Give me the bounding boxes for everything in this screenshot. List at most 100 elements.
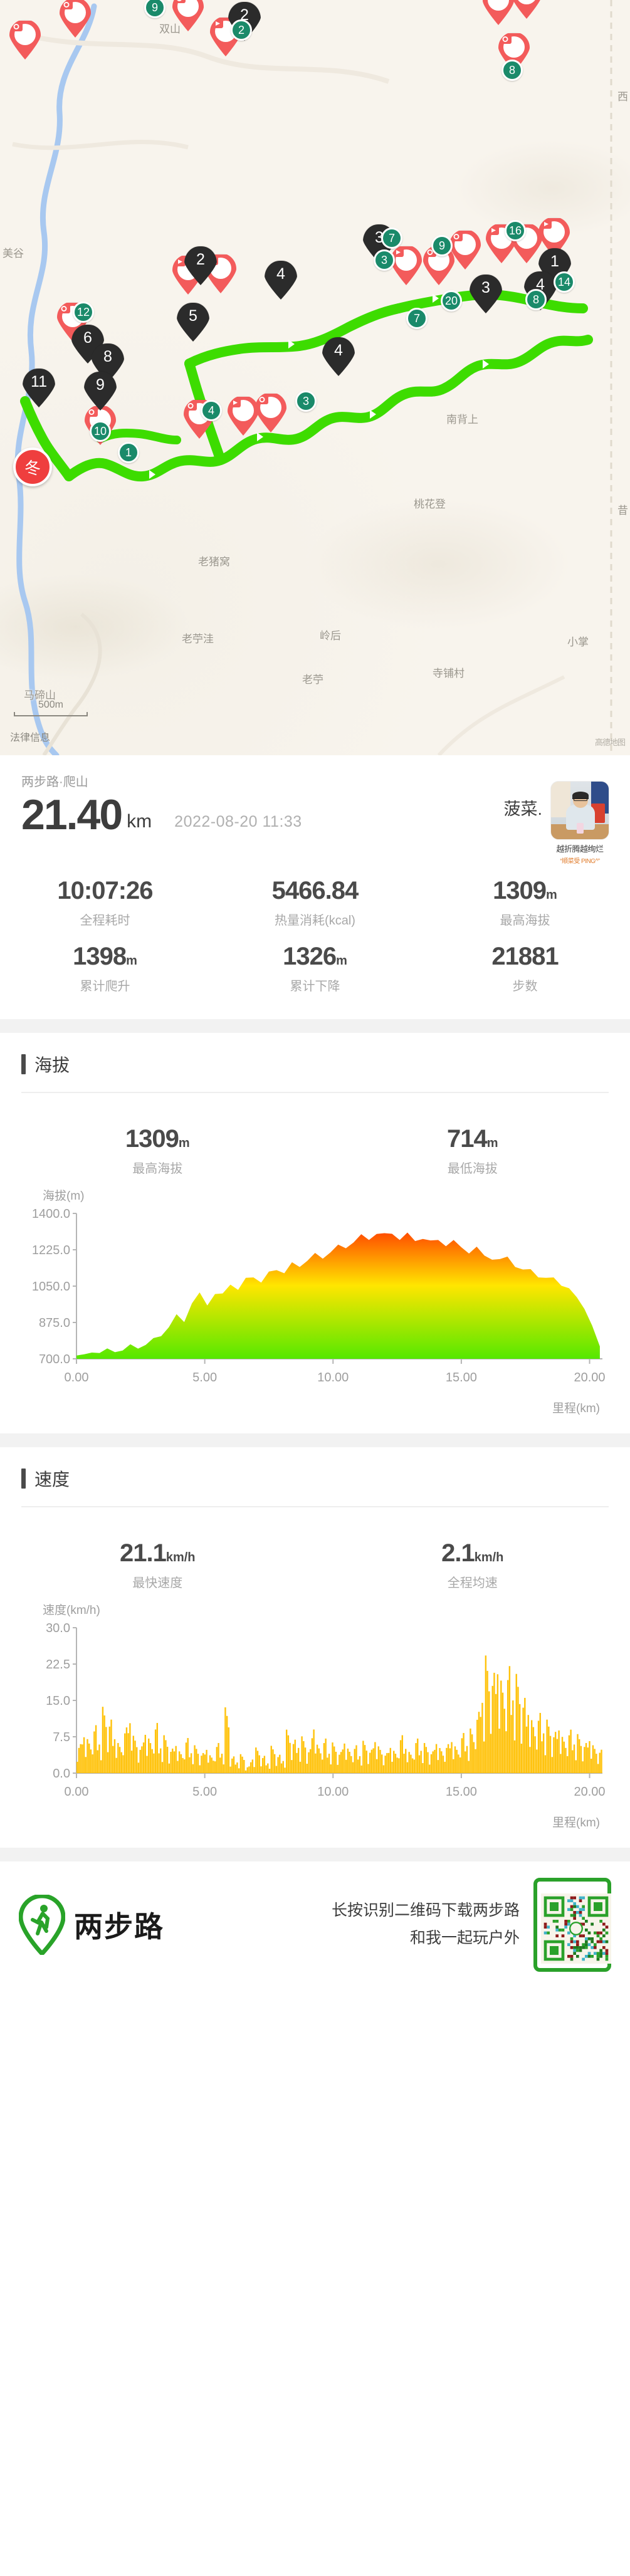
map-count-badge[interactable]: 8	[501, 60, 523, 81]
stat-item: 10:07:26 全程耗时	[0, 866, 210, 932]
activity-type-label: 两步路·爬山	[21, 775, 88, 789]
map-count-badge[interactable]: 16	[505, 220, 526, 241]
stat-label: 热量消耗(kcal)	[275, 914, 355, 928]
map-count-badge[interactable]: 9	[144, 0, 165, 18]
stat-value: 1309m	[493, 877, 557, 904]
x-tick-label: 10.00	[317, 1785, 349, 1799]
brand-name: 两步路	[74, 1910, 164, 1943]
x-tick-label: 20.00	[574, 1785, 606, 1799]
qr-code-matrix	[541, 1893, 611, 1964]
stat-value: 2.1km/h	[441, 1539, 504, 1567]
section-accent-bar	[21, 1054, 26, 1074]
y-tick-label: 0.0	[53, 1767, 70, 1781]
stat-value: 10:07:26	[57, 877, 153, 904]
map-count-badge[interactable]: 9	[431, 235, 453, 256]
stat-label: 最高海拔	[132, 1162, 183, 1176]
stat-label: 全程均速	[447, 1576, 498, 1590]
total-distance-unit: km	[127, 811, 152, 832]
section-divider-3	[0, 1848, 630, 1861]
qr-code[interactable]	[533, 1878, 611, 1972]
avatar[interactable]	[551, 782, 609, 839]
map-count-badge[interactable]: 20	[441, 290, 462, 312]
speed-stats: 21.1km/h 最快速度 2.1km/h 全程均速	[0, 1507, 630, 1601]
stat-value: 1326m	[283, 943, 347, 970]
map-count-badge[interactable]: 7	[381, 228, 402, 249]
stat-value: 1309m	[125, 1125, 190, 1153]
map-legal-info[interactable]: 法律信息	[10, 733, 51, 743]
x-tick-label: 5.00	[192, 1785, 217, 1799]
video-icon	[233, 400, 254, 421]
map-count-badge[interactable]: 8	[525, 289, 547, 310]
stat-unit: km/h	[165, 1551, 196, 1564]
map-place-label: 桃花登	[414, 498, 446, 510]
speed-y-axis-label: 速度(km/h)	[43, 1604, 100, 1617]
footer-text: 长按识别二维码下载两步路 和我一起玩户外	[164, 1897, 533, 1952]
photo-icon	[503, 36, 525, 58]
stat-value: 5466.84	[271, 877, 359, 904]
stat-label: 最高海拔	[500, 914, 550, 928]
map-count-badge[interactable]: 1	[118, 442, 139, 463]
map-count-badge[interactable]: 3	[374, 249, 395, 271]
map-count-badge[interactable]: 12	[73, 301, 94, 323]
map-count-badge[interactable]: 7	[406, 308, 428, 329]
stat-item: 5466.84 热量消耗(kcal)	[210, 866, 420, 932]
speed-x-axis-label: 里程(km)	[552, 1816, 600, 1830]
map-place-label: 南背上	[446, 414, 478, 426]
map-count-badge[interactable]: 14	[554, 271, 575, 293]
map-place-label: 老苧	[302, 674, 323, 686]
route-map[interactable]: 双山 美谷 南背上 桃花登 老猪窝 老苧洼 岭后 老苧 寺铺村 马碲山 小掌西昔 2 4 2 6 8 9 11 5…	[0, 0, 630, 755]
speed-section-title: 速度	[0, 1447, 630, 1491]
activity-datetime: 2022-08-20 11:33	[174, 813, 302, 830]
x-tick-label: 15.00	[446, 1785, 477, 1799]
stat-item: 1309m 最高海拔	[420, 866, 630, 932]
stat-item: 2.1km/h 全程均速	[315, 1529, 630, 1594]
photo-icon	[65, 2, 86, 23]
summary-card: 两步路·爬山 21.40 km 2022-08-20 11:33 菠菜. 越折腾…	[0, 755, 630, 1019]
speed-title-text: 速度	[34, 1470, 70, 1489]
speed-chart-wrap[interactable]: 速度(km/h) 0.0 7.5 15.0 22.5 30.0 0.00 5.00 10.00…	[0, 1601, 630, 1848]
video-icon	[543, 221, 565, 243]
elevation-title-text: 海拔	[34, 1055, 70, 1075]
owner-block[interactable]: 菠菜. 越折腾越绚烂 “顺菜受 PING^”	[503, 782, 609, 865]
map-place-label: 西	[617, 91, 628, 103]
y-tick-label: 1050.0	[32, 1280, 70, 1294]
y-tick-label: 700.0	[39, 1353, 70, 1366]
stat-item: 1326m 累计下降	[210, 932, 420, 998]
elevation-area	[76, 1232, 600, 1359]
stat-label: 步数	[512, 980, 538, 993]
map-place-label: 岭后	[320, 630, 341, 642]
stat-value: 21.1km/h	[119, 1539, 196, 1567]
map-count-badge[interactable]: 4	[201, 400, 222, 421]
stat-unit: m	[126, 954, 137, 968]
elevation-x-axis-label: 里程(km)	[552, 1402, 600, 1415]
footer-promo: 两步路 长按识别二维码下载两步路 和我一起玩户外	[0, 1861, 630, 1991]
y-tick-label: 1225.0	[32, 1243, 70, 1257]
y-tick-label: 1400.0	[32, 1207, 70, 1221]
map-scale-label: 500m	[38, 699, 64, 710]
y-tick-label: 875.0	[39, 1316, 70, 1330]
speed-divider	[21, 1506, 609, 1507]
speed-chart[interactable]: 0.0 7.5 15.0 22.5 30.0 0.00 5.00 10.00 15.00 20.0…	[16, 1621, 614, 1809]
summary-stats-grid: 10:07:26 全程耗时 5466.84 热量消耗(kcal) 1309m 最高海拔 13…	[0, 855, 630, 1019]
map-count-badge[interactable]: 2	[231, 19, 252, 41]
stat-item: 21.1km/h 最快速度	[0, 1529, 315, 1594]
stat-label: 累计下降	[290, 980, 340, 993]
avatar-wrap[interactable]: 越折腾越绚烂 “顺菜受 PING^”	[551, 782, 609, 865]
stat-unit: m	[546, 888, 557, 902]
footer-line-2: 和我一起玩户外	[409, 1929, 520, 1947]
map-count-badge[interactable]: 3	[295, 390, 317, 412]
stat-unit: km/h	[474, 1551, 504, 1564]
map-count-badge[interactable]: 10	[90, 421, 111, 442]
photo-icon	[488, 0, 509, 11]
brand-block[interactable]: 两步路	[19, 1895, 164, 1955]
elevation-chart[interactable]: 700.0 875.0 1050.0 1225.0 1400.0 0.00 5.00 10.0…	[16, 1207, 614, 1395]
stat-item: 21881 步数	[420, 932, 630, 998]
stat-value: 1398m	[73, 943, 137, 970]
start-marker[interactable]: 冬	[13, 448, 52, 486]
map-attribution: 高德地图	[594, 738, 626, 747]
stat-item: 1309m 最高海拔	[0, 1114, 315, 1180]
stat-label: 全程耗时	[80, 914, 130, 928]
elevation-chart-wrap[interactable]: 海拔(m) 700.0 875.0 1050.0 1225.0 1400.0 0.00 5.…	[0, 1186, 630, 1433]
stat-item: 1398m 累计爬升	[0, 932, 210, 998]
elevation-stats: 1309m 最高海拔 714m 最低海拔	[0, 1093, 630, 1186]
